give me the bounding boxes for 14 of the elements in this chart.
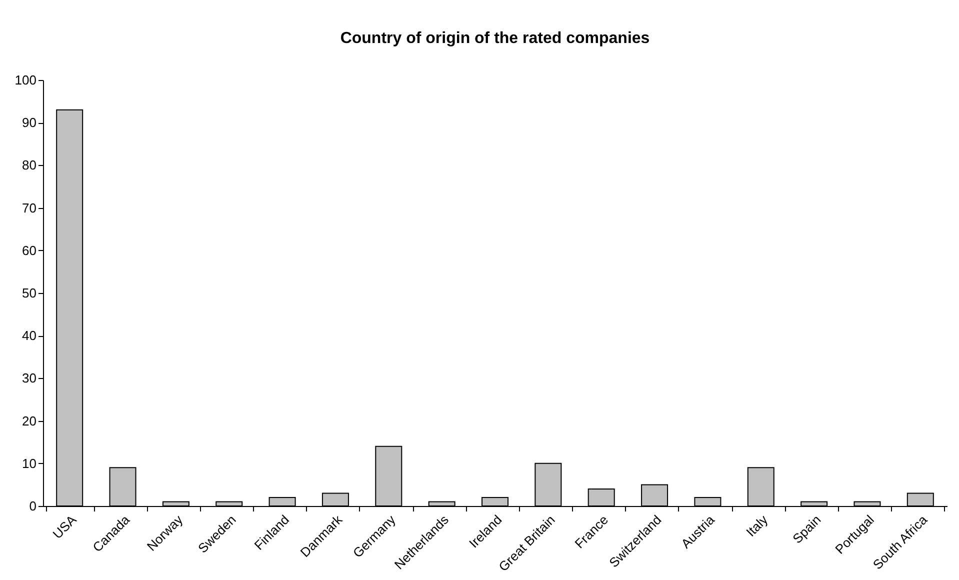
y-tick-label: 30 bbox=[22, 370, 36, 386]
chart-title: Country of origin of the rated companies bbox=[340, 30, 650, 47]
y-tick-label: 40 bbox=[22, 328, 36, 344]
y-tick-label: 0 bbox=[29, 498, 36, 514]
y-tick-label: 100 bbox=[14, 72, 36, 88]
y-tick-label: 80 bbox=[22, 158, 36, 173]
y-tick-label: 20 bbox=[22, 413, 36, 428]
x-tick-label: Italy bbox=[743, 512, 771, 540]
y-tick-label: 50 bbox=[22, 286, 36, 300]
y-tick-label: 10 bbox=[22, 456, 36, 471]
y-tick-label: 70 bbox=[22, 200, 36, 216]
y-tick-label: 90 bbox=[22, 115, 36, 130]
y-tick-label: 60 bbox=[22, 242, 36, 258]
x-tick-label: USA bbox=[50, 512, 80, 542]
